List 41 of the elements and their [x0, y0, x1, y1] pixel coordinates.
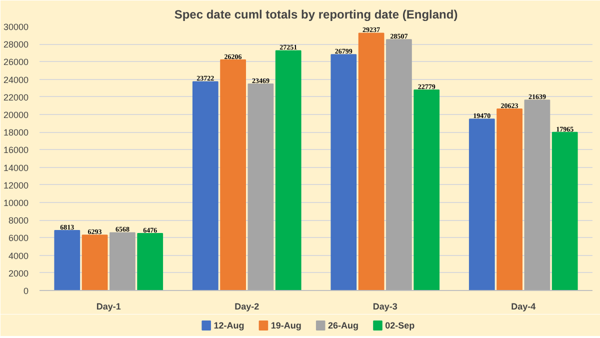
y-tick-label: 26000 — [3, 57, 29, 68]
x-tick-label: Day-1 — [96, 302, 121, 312]
y-tick-label: 30000 — [3, 22, 29, 32]
y-tick-label: 16000 — [3, 145, 29, 156]
bar — [54, 230, 80, 290]
bar — [414, 90, 440, 290]
chart-title: Spec date cuml totals by reporting date (England) — [174, 8, 458, 22]
legend-label: 02-Sep — [385, 320, 416, 330]
y-tick-label: 24000 — [3, 74, 29, 85]
bar — [496, 108, 522, 290]
legend-label: 19-Aug — [270, 320, 302, 330]
y-tick-label: 8000 — [8, 216, 29, 226]
legend-label: 12-Aug — [214, 320, 244, 330]
y-tick-label: 10000 — [3, 198, 29, 208]
x-tick-label: Day-3 — [372, 302, 398, 312]
bar — [468, 118, 495, 290]
x-tick-label: Day-2 — [234, 302, 260, 312]
bar — [220, 59, 246, 290]
bar — [358, 32, 384, 290]
bar — [137, 233, 164, 290]
bar — [330, 54, 357, 290]
bar — [275, 50, 302, 290]
y-tick-label: 28000 — [3, 40, 29, 50]
bar — [552, 132, 578, 290]
y-tick-label: 18000 — [3, 128, 29, 138]
y-tick-label: 20000 — [3, 110, 29, 120]
bar — [386, 39, 412, 290]
bar — [248, 83, 274, 290]
y-tick-label: 12000 — [3, 180, 29, 190]
bar — [524, 100, 550, 290]
y-tick-label: 14000 — [3, 162, 29, 173]
y-tick-label: 22000 — [3, 92, 29, 102]
bar — [82, 234, 108, 290]
legend-label: 26-Aug — [328, 320, 358, 330]
y-tick-label: 2000 — [8, 268, 29, 278]
y-tick-label: 4000 — [8, 250, 29, 261]
y-tick-label: 6000 — [8, 233, 29, 244]
bar — [192, 81, 218, 290]
y-tick-label: 0 — [23, 286, 29, 296]
bar — [110, 232, 136, 290]
x-tick-label: Day-4 — [511, 302, 536, 312]
